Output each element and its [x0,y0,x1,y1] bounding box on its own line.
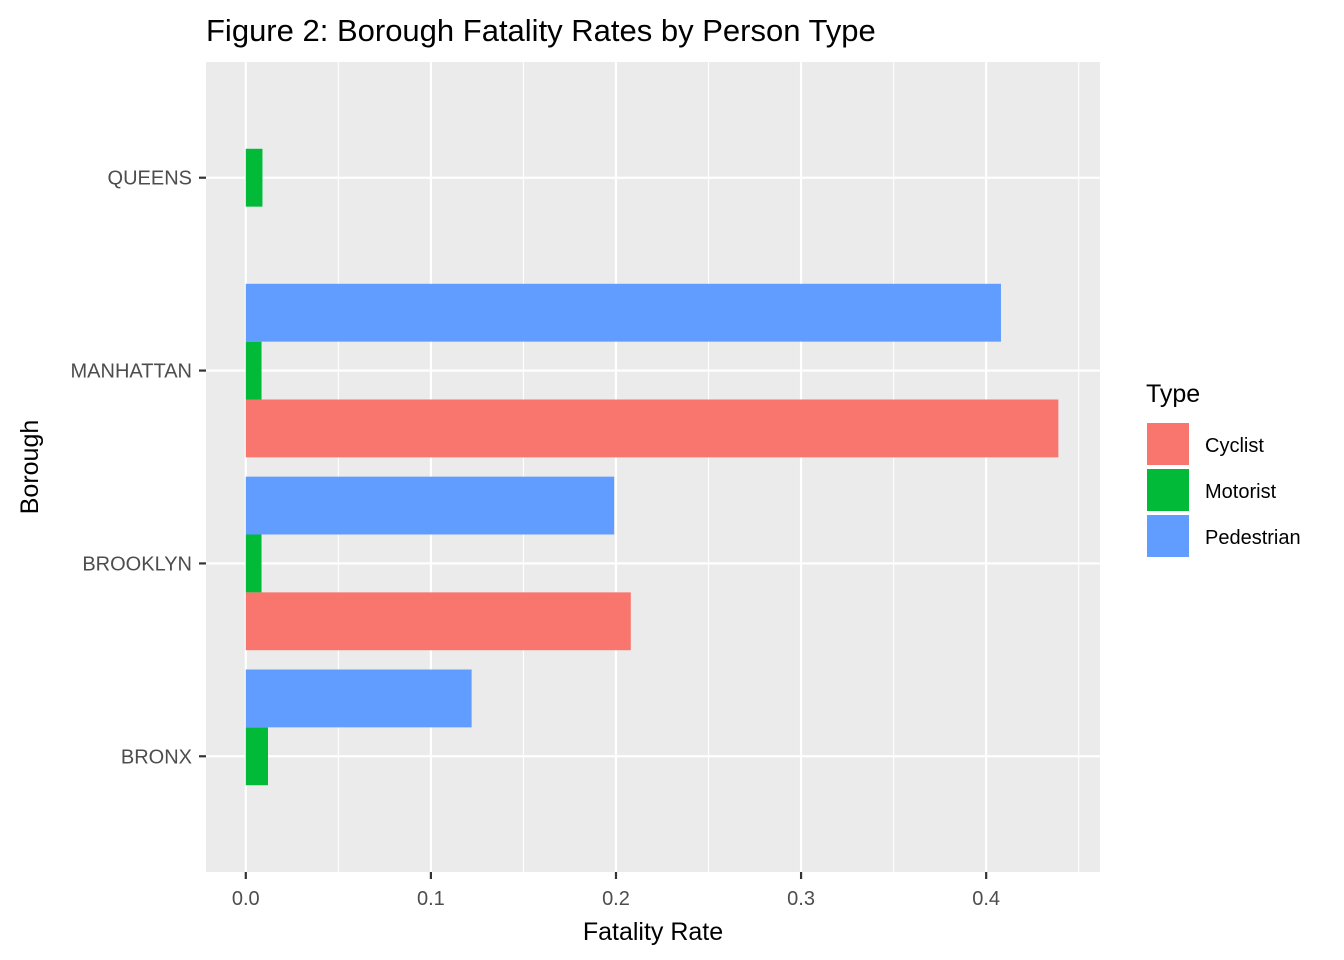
bar-motorist-brooklyn [245,534,262,593]
y-axis-title: Borough [16,420,44,515]
x-tick-label: 0.0 [232,888,260,910]
x-tick-label: 0.3 [787,888,815,910]
plot-panel [206,62,1100,872]
bar-cyclist-brooklyn [245,592,631,651]
bar-pedestrian-manhattan [245,283,1001,342]
legend-label-pedestrian: Pedestrian [1205,527,1301,549]
legend-key-motorist [1145,467,1191,513]
y-tick-label-brooklyn: BROOKLYN [82,553,192,575]
bar-pedestrian-bronx [245,669,472,728]
x-axis: 0.0 0.1 0.2 0.3 0.4 [232,872,1000,910]
x-tick-label: 0.4 [972,888,1000,910]
y-tick-label-bronx: BRONX [121,746,192,768]
legend-label-motorist: Motorist [1205,481,1277,503]
y-tick-label-queens: QUEENS [108,168,192,190]
legend-label-cyclist: Cyclist [1205,435,1264,457]
chart-title: Figure 2: Borough Fatality Rates by Pers… [206,13,876,48]
legend-key-cyclist [1145,421,1191,467]
legend-items: Cyclist Motorist Pedestrian [1145,421,1301,559]
bar-motorist-bronx [245,727,269,786]
legend-key-pedestrian [1145,513,1191,559]
legend: Type Cyclist Motorist Pedestrian [1145,380,1301,559]
bars [245,148,1059,786]
x-axis-title: Fatality Rate [583,918,723,946]
bar-motorist-manhattan [245,341,262,400]
bar-pedestrian-brooklyn [245,476,615,535]
y-axis: BRONX BROOKLYN MANHATTAN QUEENS [71,168,206,768]
bar-cyclist-manhattan [245,399,1059,458]
minor-gridlines [337,62,1080,872]
bar-motorist-queens [245,148,263,207]
y-tick-label-manhattan: MANHATTAN [71,361,192,383]
x-tick-label: 0.2 [602,888,630,910]
x-tick-label: 0.1 [417,888,445,910]
legend-title: Type [1146,380,1200,408]
